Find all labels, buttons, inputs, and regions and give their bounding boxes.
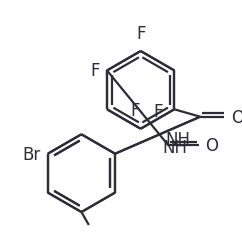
Text: F: F [154, 103, 163, 121]
Text: Br: Br [22, 145, 40, 163]
Text: NH: NH [165, 130, 190, 148]
Text: F: F [130, 102, 140, 120]
Text: O: O [205, 137, 219, 155]
Text: NH: NH [162, 138, 187, 156]
Text: F: F [136, 25, 145, 43]
Text: F: F [90, 62, 100, 80]
Text: O: O [231, 108, 242, 126]
